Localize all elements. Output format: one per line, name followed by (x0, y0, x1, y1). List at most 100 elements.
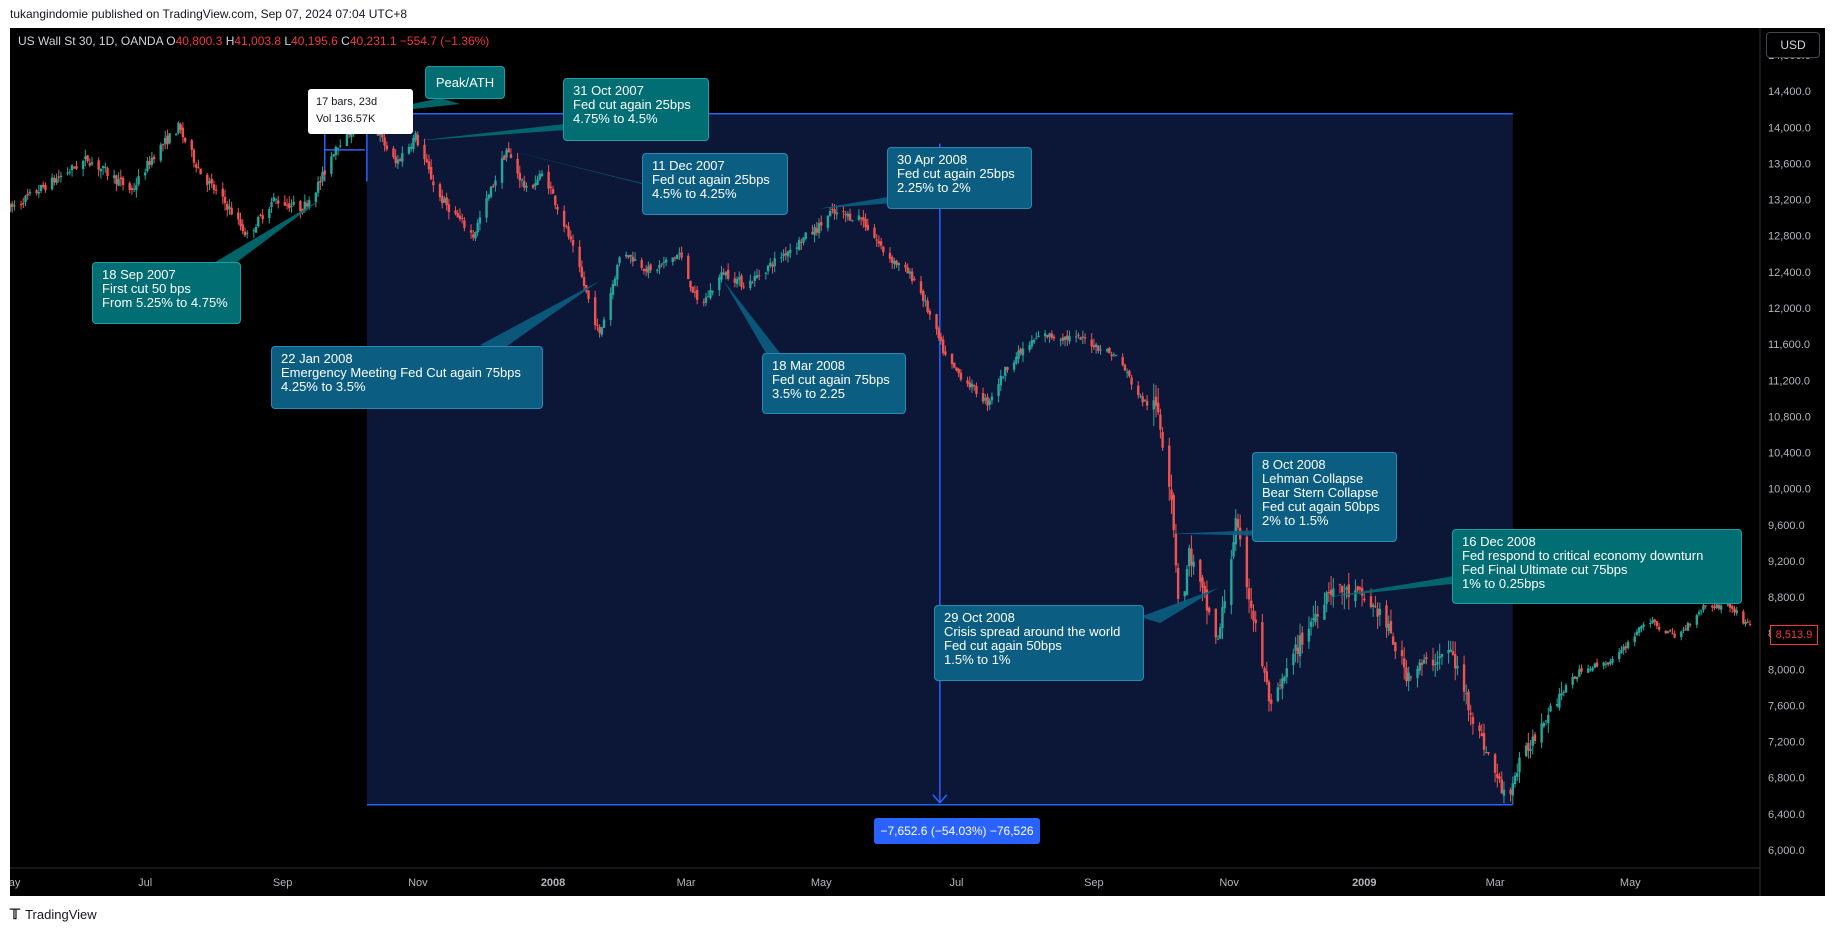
candle-body (288, 203, 291, 209)
candle-body (101, 165, 105, 168)
candle-body (476, 223, 479, 233)
y-tick-label: 14,000.0 (1768, 122, 1811, 134)
candle-body (192, 149, 196, 163)
candle-body (119, 177, 123, 180)
candle-body (150, 157, 154, 165)
candle-body (494, 180, 497, 186)
candle-body (1183, 591, 1186, 597)
x-tick-label: Jul (138, 877, 152, 889)
candle-body (662, 262, 666, 264)
annotation-29-oct-2008[interactable]: 29 Oct 2008 Crisis spread around the wor… (934, 605, 1144, 681)
candle-body (99, 168, 103, 172)
candle-body (534, 183, 537, 187)
candle-body (208, 181, 211, 184)
candle-body (308, 200, 311, 209)
y-tick-label: 12,400.0 (1768, 267, 1811, 279)
measure-label: −7,652.6 (−54.03%) −76,526 (874, 818, 1040, 844)
candle-body (613, 278, 617, 286)
candle-body (1580, 668, 1583, 672)
candle-body (565, 225, 568, 227)
candle-body (1145, 400, 1149, 406)
candle-body (1626, 641, 1630, 649)
candle-body (1267, 681, 1271, 702)
candle-body (1083, 337, 1087, 339)
candle-body (458, 215, 462, 220)
candle-body (1620, 649, 1623, 654)
candle-body (795, 247, 799, 249)
y-tick-label: 10,000.0 (1768, 484, 1811, 496)
candle-body (321, 171, 324, 182)
candle-body (1555, 704, 1559, 706)
candle-body (414, 132, 417, 141)
candle-body (130, 188, 134, 191)
candle-body (999, 375, 1003, 386)
candle-body (106, 168, 109, 176)
y-tick-label: 13,600.0 (1768, 158, 1811, 170)
annotation-16-dec-2008[interactable]: 16 Dec 2008 Fed respond to critical econ… (1452, 529, 1742, 604)
annotation-18-mar-2008[interactable]: 18 Mar 2008 Fed cut again 75bps 3.5% to … (762, 353, 906, 414)
candle-body (1316, 614, 1319, 617)
candle-body (1391, 636, 1395, 645)
candle-body (950, 353, 954, 365)
candle-body (1090, 339, 1093, 347)
candle-body (897, 263, 901, 266)
candle-body (711, 290, 714, 293)
candle-body (990, 396, 994, 401)
annotation-11-dec-2007[interactable]: 11 Dec 2007 Fed cut again 25bps 4.5% to … (642, 153, 788, 215)
annotation-30-apr-2008[interactable]: 30 Apr 2008 Fed cut again 25bps 2.25% to… (887, 147, 1032, 209)
y-tick-label: 13,200.0 (1768, 195, 1811, 207)
candle-body (1558, 693, 1561, 708)
symbol-name[interactable]: US Wall St 30, 1D, OANDA (18, 34, 163, 48)
annotation-18-sep-2007[interactable]: 18 Sep 2007 First cut 50 bps From 5.25% … (92, 262, 241, 324)
currency-button[interactable]: USD (1766, 32, 1820, 58)
candle-body (1469, 712, 1472, 715)
candle-body (780, 257, 783, 259)
symbol-legend: US Wall St 30, 1D, OANDA O40,800.3 H41,0… (18, 34, 489, 48)
candle-body (1669, 630, 1672, 632)
candle-body (1573, 676, 1577, 679)
candle-body (394, 156, 397, 163)
candle-body (469, 230, 473, 233)
annotation-peak[interactable]: Peak/ATH (425, 66, 505, 99)
candle-body (1387, 623, 1390, 631)
candle-body (813, 226, 816, 236)
annotation-22-jan-2008[interactable]: 22 Jan 2008 Emergency Meeting Fed Cut ag… (271, 346, 543, 409)
candle-body (913, 278, 916, 280)
x-tick-label: Mar (1486, 877, 1505, 889)
candle-body (115, 175, 118, 185)
candle-body (22, 203, 25, 205)
candle-body (1376, 608, 1379, 617)
candle-body (509, 154, 513, 158)
candle-body (1456, 665, 1459, 669)
callout-pointer (1328, 575, 1480, 598)
candle-body (1680, 631, 1683, 638)
candle-body (1453, 654, 1457, 669)
candle-body (578, 246, 581, 268)
candle-body (210, 178, 213, 184)
candle-body (919, 281, 923, 294)
candle-body (230, 207, 233, 215)
low-label: L (284, 34, 292, 48)
candle-body (314, 192, 318, 203)
candle-body (580, 266, 584, 278)
candle-body (877, 241, 881, 244)
bars-tooltip: 17 bars, 23d Vol 136.57K (308, 89, 413, 134)
annotation-8-oct-2008[interactable]: 8 Oct 2008 Lehman Collapse Bear Stern Co… (1252, 452, 1397, 542)
close-label: C (341, 34, 350, 48)
candle-body (1637, 627, 1641, 633)
candle-body (42, 184, 45, 188)
candle-body (1035, 338, 1038, 340)
candle-body (1697, 612, 1701, 615)
candle-body (857, 215, 861, 220)
candle-body (1192, 561, 1195, 567)
candle-body (261, 215, 264, 220)
candle-body (1298, 635, 1302, 657)
candle-body (381, 131, 384, 138)
annotation-31-oct-2007[interactable]: 31 Oct 2007 Fed cut again 25bps 4.75% to… (563, 78, 709, 141)
candle-body (1575, 676, 1579, 680)
candle-body (1487, 752, 1490, 754)
candle-body (239, 219, 242, 227)
candle-body (1493, 754, 1497, 773)
candle-body (616, 264, 619, 280)
candle-body (1108, 347, 1111, 354)
